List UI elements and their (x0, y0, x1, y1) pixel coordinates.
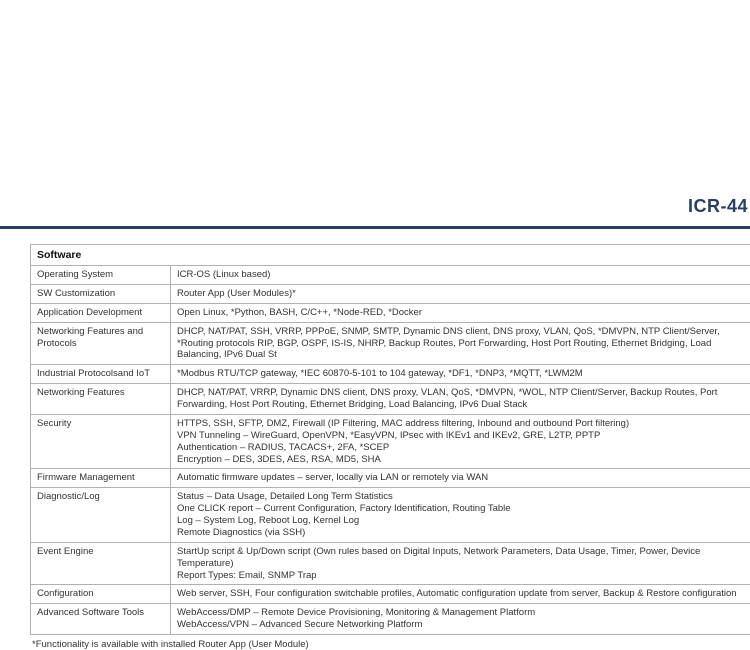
title-rule (0, 226, 750, 229)
spec-table-wrap: Software Operating System ICR-OS (Linux b… (30, 244, 750, 650)
row-value-line: ICR-OS (Linux based) (177, 269, 744, 281)
table-row: Operating System ICR-OS (Linux based) (31, 266, 750, 285)
table-row: Networking Features and ProtocolsDHCP, N… (31, 322, 750, 365)
row-value-line: *Modbus RTU/TCP gateway, *IEC 60870-5-10… (177, 368, 744, 380)
table-section-row: Software (31, 245, 750, 266)
table-row: Configuration Web server, SSH, Four confi… (31, 585, 750, 604)
row-value-line: Authentication – RADIUS, TACACS+, 2FA, *… (177, 442, 744, 454)
footnote: *Functionality is available with install… (30, 639, 750, 650)
row-label: Operating System (31, 266, 171, 285)
row-value: DHCP, NAT/PAT, SSH, VRRP, PPPoE, SNMP, S… (171, 322, 750, 365)
spec-table-body: Software Operating System ICR-OS (Linux b… (31, 245, 750, 635)
row-label: Event Engine (31, 542, 171, 585)
table-row: Firmware Management Automatic firmware up… (31, 469, 750, 488)
row-value-line: Encryption – DES, 3DES, AES, RSA, MD5, S… (177, 454, 744, 466)
row-value: HTTPS, SSH, SFTP, DMZ, Firewall (IP Filt… (171, 414, 750, 469)
row-value-line: Report Types: Email, SNMP Trap (177, 570, 744, 582)
row-label: Firmware Management (31, 469, 171, 488)
row-label: Application Development (31, 303, 171, 322)
row-label: Security (31, 414, 171, 469)
row-value: DHCP, NAT/PAT, VRRP, Dynamic DNS client,… (171, 384, 750, 415)
table-row: Advanced Software Tools WebAccess/DMP – R… (31, 604, 750, 635)
row-value: *Modbus RTU/TCP gateway, *IEC 60870-5-10… (171, 365, 750, 384)
row-label: Diagnostic/Log (31, 488, 171, 543)
row-value-line: HTTPS, SSH, SFTP, DMZ, Firewall (IP Filt… (177, 418, 744, 430)
row-value: Router App (User Modules)* (171, 284, 750, 303)
row-value-line: VPN Tunneling – WireGuard, OpenVPN, *Eas… (177, 430, 744, 442)
row-value: ICR-OS (Linux based) (171, 266, 750, 285)
row-value-line: DHCP, NAT/PAT, SSH, VRRP, PPPoE, SNMP, S… (177, 326, 744, 362)
row-value: Open Linux, *Python, BASH, C/C++, *Node-… (171, 303, 750, 322)
section-header: Software (31, 245, 750, 266)
row-value-line: Web server, SSH, Four configuration swit… (177, 588, 744, 600)
row-value: StartUp script & Up/Down script (Own rul… (171, 542, 750, 585)
row-label: Networking Features (31, 384, 171, 415)
row-label: Networking Features and Protocols (31, 322, 171, 365)
table-row: Security HTTPS, SSH, SFTP, DMZ, Firewall … (31, 414, 750, 469)
table-row: Diagnostic/Log Status – Data Usage, Detai… (31, 488, 750, 543)
row-label: Configuration (31, 585, 171, 604)
page-title: ICR-44 (688, 196, 748, 217)
row-value-line: WebAccess/DMP – Remote Device Provisioni… (177, 607, 744, 619)
row-value-line: Log – System Log, Reboot Log, Kernel Log (177, 515, 744, 527)
spec-table: Software Operating System ICR-OS (Linux b… (30, 244, 750, 635)
row-value-line: Open Linux, *Python, BASH, C/C++, *Node-… (177, 307, 744, 319)
row-value-line: Router App (User Modules)* (177, 288, 744, 300)
row-value-line: StartUp script & Up/Down script (Own rul… (177, 546, 744, 570)
row-value: Web server, SSH, Four configuration swit… (171, 585, 750, 604)
row-value-line: Remote Diagnostics (via SSH) (177, 527, 744, 539)
table-row: Industrial Protocolsand IoT *Modbus RTU/T… (31, 365, 750, 384)
row-value-line: Status – Data Usage, Detailed Long Term … (177, 491, 744, 503)
row-label: Advanced Software Tools (31, 604, 171, 635)
page: ICR-44 Software Operating System ICR-OS (… (0, 0, 750, 650)
row-value: WebAccess/DMP – Remote Device Provisioni… (171, 604, 750, 635)
table-row: Networking FeaturesDHCP, NAT/PAT, VRRP, … (31, 384, 750, 415)
row-value-line: Automatic firmware updates – server, loc… (177, 472, 744, 484)
row-value-line: One CLICK report – Current Configuration… (177, 503, 744, 515)
row-value: Status – Data Usage, Detailed Long Term … (171, 488, 750, 543)
row-value-line: DHCP, NAT/PAT, VRRP, Dynamic DNS client,… (177, 387, 744, 411)
row-value: Automatic firmware updates – server, loc… (171, 469, 750, 488)
table-row: Application Development Open Linux, *Pyth… (31, 303, 750, 322)
row-label: SW Customization (31, 284, 171, 303)
table-row: SW Customization Router App (User Modules… (31, 284, 750, 303)
row-label: Industrial Protocolsand IoT (31, 365, 171, 384)
row-value-line: WebAccess/VPN – Advanced Secure Networki… (177, 619, 744, 631)
table-row: Event EngineStartUp script & Up/Down scr… (31, 542, 750, 585)
